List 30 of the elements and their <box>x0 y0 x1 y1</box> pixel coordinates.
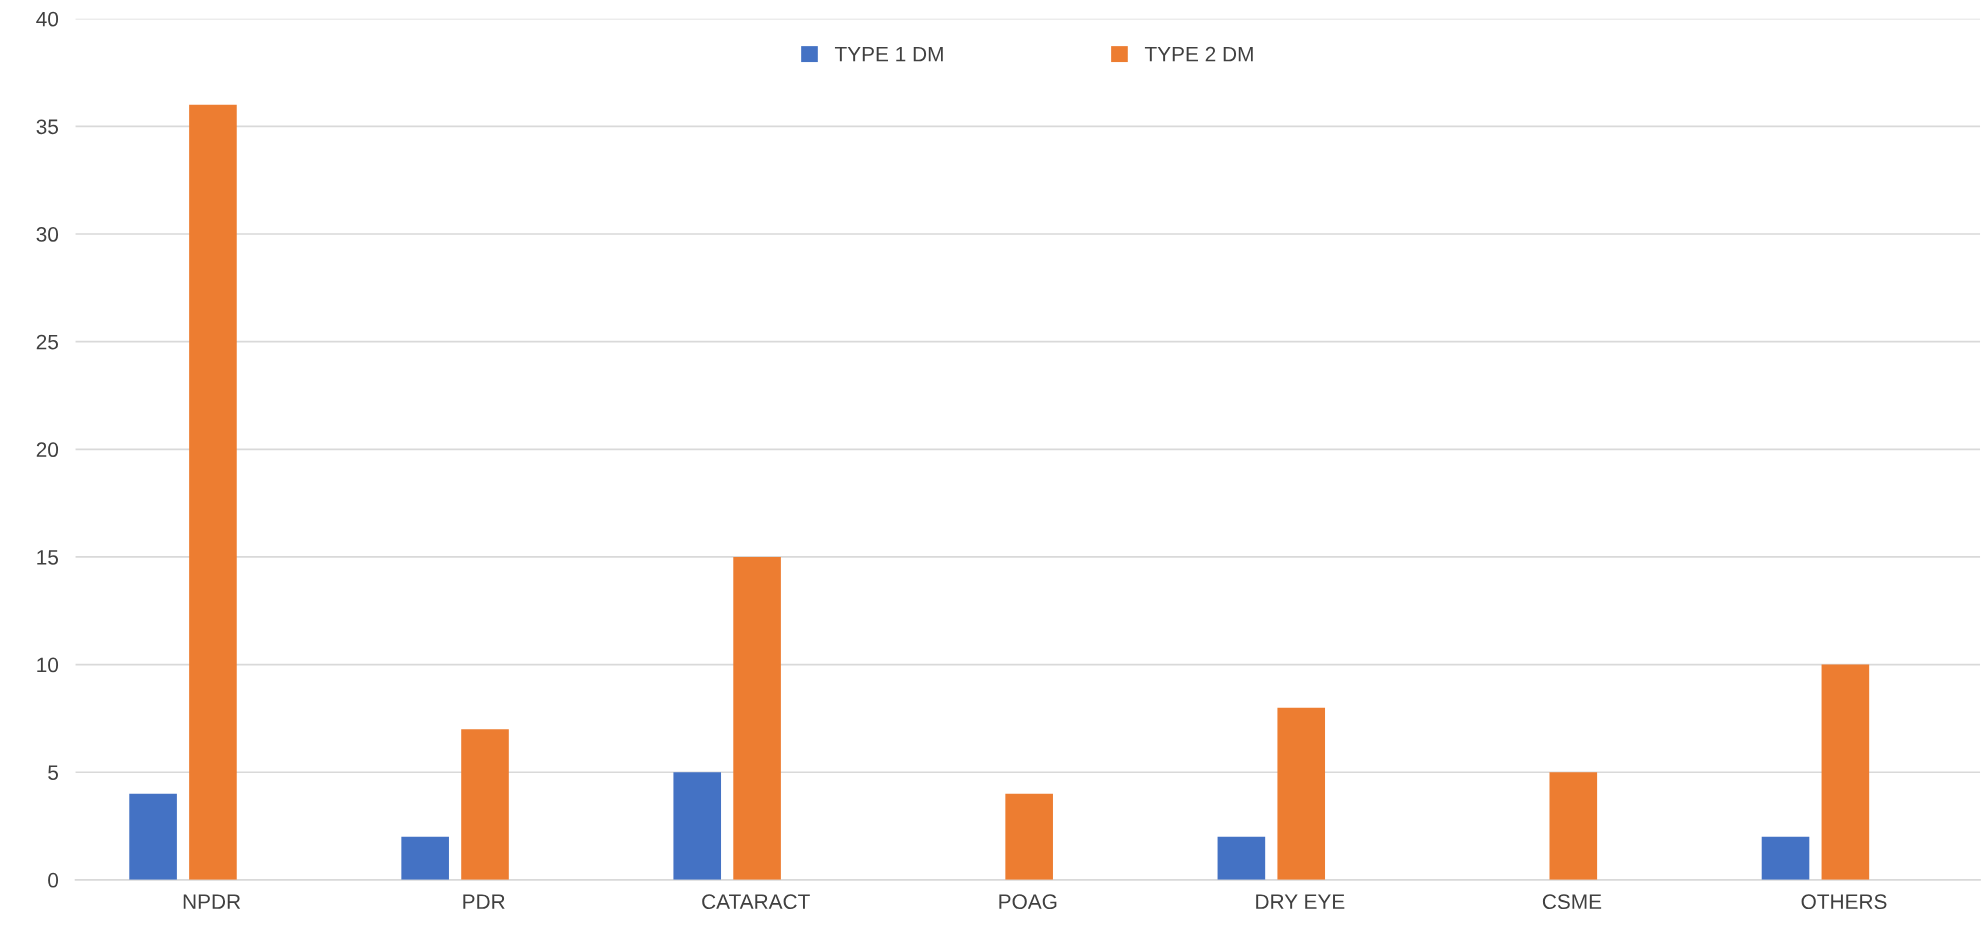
x-tick-label: CSME <box>1542 894 1602 910</box>
y-tick-label: 5 <box>48 765 58 780</box>
bar <box>1761 836 1810 880</box>
legend-label: TYPE 2 DM <box>1144 46 1253 62</box>
bar <box>1217 836 1266 880</box>
x-tick-label: PDR <box>463 894 505 909</box>
bar <box>1005 793 1053 880</box>
bar <box>401 836 449 880</box>
y-tick-label: 20 <box>36 442 59 458</box>
x-tick-label: DRY EYE <box>1256 894 1345 909</box>
bar <box>189 104 237 880</box>
x-tick-label: CATARACT <box>702 894 810 910</box>
bar <box>461 729 509 880</box>
bar <box>1277 707 1326 880</box>
x-tick-label: NPDR <box>183 894 241 909</box>
y-tick-label: 35 <box>36 119 59 135</box>
y-tick-label: 15 <box>37 550 59 565</box>
bar <box>1821 664 1870 880</box>
bar <box>1549 772 1598 880</box>
legend-label: TYPE 1 DM <box>834 47 943 62</box>
y-tick-label: 10 <box>37 657 59 673</box>
y-tick-label: 30 <box>36 227 59 242</box>
y-tick-label: 40 <box>36 11 59 27</box>
y-tick-label: 0 <box>48 872 59 888</box>
bar <box>673 772 722 880</box>
bar <box>129 793 177 880</box>
bar <box>733 556 781 880</box>
y-tick-label: 25 <box>36 334 59 350</box>
x-tick-label: OTHERS <box>1801 894 1887 910</box>
x-tick-label: POAG <box>999 894 1057 910</box>
